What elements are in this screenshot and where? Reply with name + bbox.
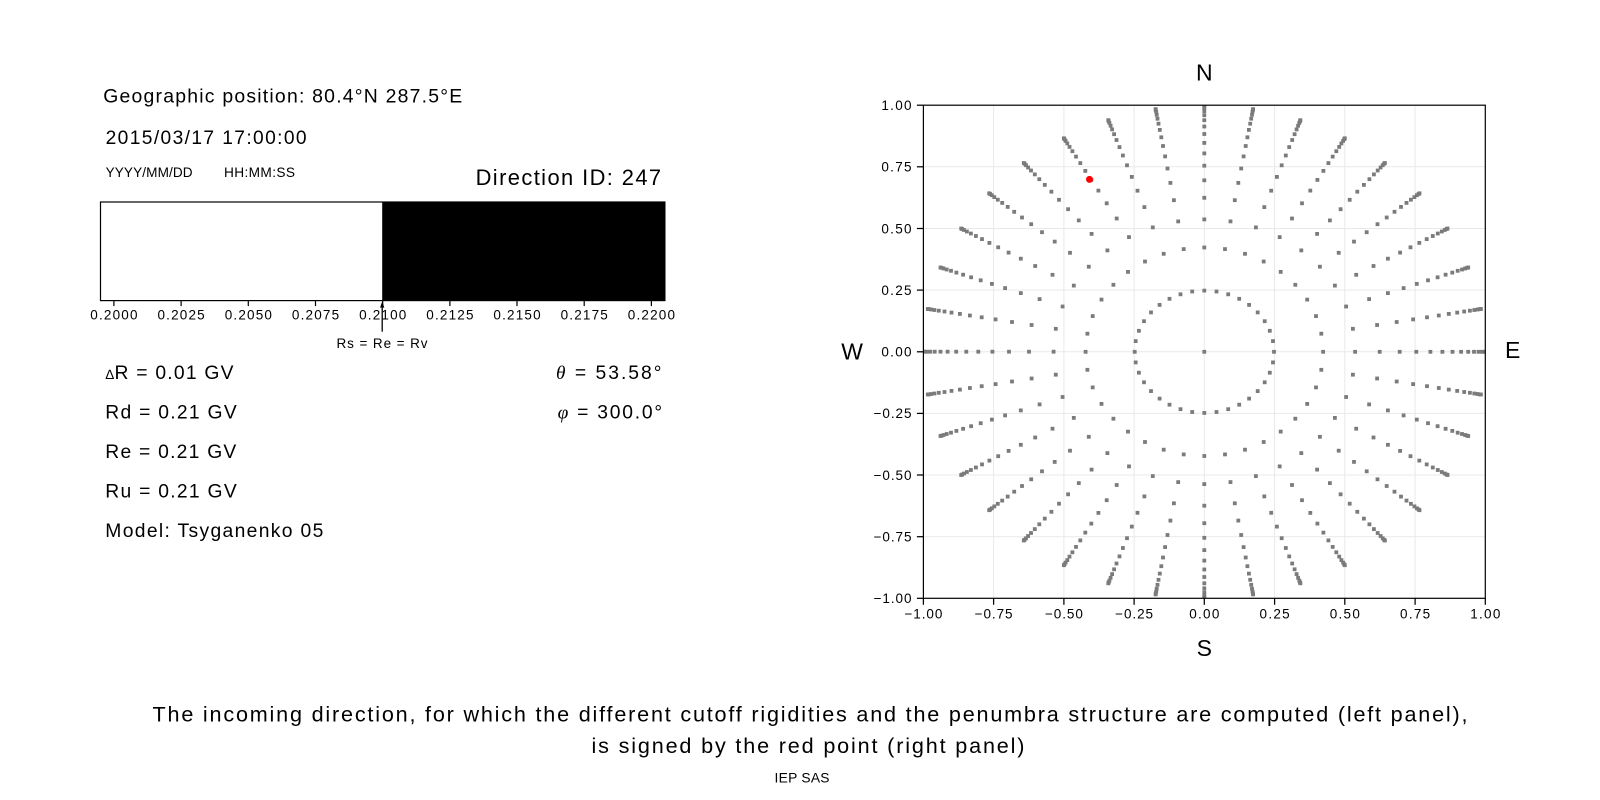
svg-text:0.2200: 0.2200 — [628, 308, 675, 323]
svg-text:−1.00: −1.00 — [904, 606, 942, 621]
svg-text:1.00: 1.00 — [1470, 606, 1500, 621]
svg-text:Rs = Re = Rv: Rs = Re = Rv — [337, 336, 428, 351]
svg-text:S: S — [1197, 635, 1212, 661]
svg-text:0.50: 0.50 — [881, 221, 911, 236]
svg-text:E: E — [1505, 337, 1520, 363]
svg-text:R = 0.01 GV: R = 0.01 GV — [115, 363, 234, 384]
svg-text:−0.25: −0.25 — [874, 406, 912, 421]
svg-text:−0.25: −0.25 — [1115, 606, 1153, 621]
svg-text:0.2000: 0.2000 — [90, 308, 137, 323]
svg-text:0.2050: 0.2050 — [225, 308, 272, 323]
svg-text:0.2150: 0.2150 — [493, 308, 540, 323]
svg-text:HH:MM:SS: HH:MM:SS — [224, 165, 295, 180]
svg-text:0.00: 0.00 — [1189, 606, 1219, 621]
svg-text:2015/03/17 17:00:00: 2015/03/17 17:00:00 — [106, 128, 307, 149]
svg-text:Geographic position: 80.4°N 28: Geographic position: 80.4°N 287.5°E — [103, 86, 462, 108]
svg-text:−0.75: −0.75 — [975, 606, 1013, 621]
svg-text:YYYY/MM/DD: YYYY/MM/DD — [106, 165, 193, 180]
svg-text:Ru = 0.21 GV: Ru = 0.21 GV — [105, 482, 237, 503]
svg-text:−1.00: −1.00 — [874, 591, 912, 606]
svg-text:IEP SAS: IEP SAS — [775, 771, 830, 786]
svg-text:−0.50: −0.50 — [874, 468, 912, 483]
svg-text:0.75: 0.75 — [881, 160, 911, 175]
svg-text:0.25: 0.25 — [881, 283, 911, 298]
svg-text:0.75: 0.75 — [1400, 606, 1430, 621]
svg-text:W: W — [841, 339, 863, 365]
svg-text:The incoming direction, for wh: The incoming direction, for which the di… — [153, 702, 1468, 727]
svg-text:1.00: 1.00 — [881, 98, 911, 113]
svg-text:0.50: 0.50 — [1330, 606, 1360, 621]
svg-text:0.2175: 0.2175 — [561, 308, 608, 323]
svg-text:N: N — [1196, 60, 1213, 86]
svg-text:0.2025: 0.2025 — [158, 308, 205, 323]
svg-text:Rd = 0.21 GV: Rd = 0.21 GV — [105, 403, 237, 424]
svg-text:0.00: 0.00 — [881, 345, 911, 360]
svg-text:0.25: 0.25 — [1260, 606, 1290, 621]
svg-text:θ = 53.58°: θ = 53.58° — [556, 363, 662, 384]
svg-text:0.2125: 0.2125 — [426, 308, 473, 323]
svg-text:Model: Tsyganenko 05: Model: Tsyganenko 05 — [105, 521, 323, 542]
svg-text:Direction ID: 247: Direction ID: 247 — [476, 165, 661, 190]
svg-text:∆: ∆ — [106, 367, 115, 382]
svg-text:Re = 0.21 GV: Re = 0.21 GV — [105, 442, 236, 463]
svg-text:−0.50: −0.50 — [1045, 606, 1083, 621]
svg-text:0.2075: 0.2075 — [292, 308, 339, 323]
svg-text:−0.75: −0.75 — [874, 530, 912, 545]
svg-text:is signed by the red point (ri: is signed by the red point (right panel) — [592, 733, 1025, 758]
svg-text:φ = 300.0°: φ = 300.0° — [558, 403, 663, 424]
